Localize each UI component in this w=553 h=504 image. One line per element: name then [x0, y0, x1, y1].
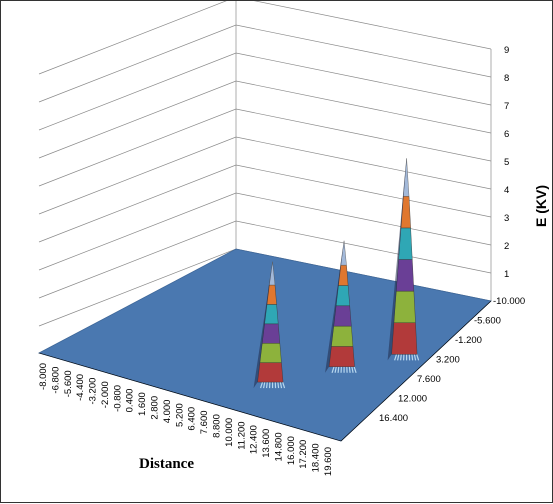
x-tick-label: -8.000	[38, 363, 49, 390]
floor-front-edge	[38, 352, 342, 442]
x-tick-label: -3.200	[88, 378, 99, 405]
z-tick-label: 4	[504, 185, 509, 196]
z-tick-label: 8	[504, 73, 509, 84]
peak-band	[259, 343, 282, 363]
peak-band	[393, 290, 416, 323]
x-tick-label: -2.000	[100, 381, 111, 408]
x-tick-label: 4.000	[162, 400, 173, 424]
peak-shadow	[387, 158, 407, 361]
z-tick-label: 5	[504, 157, 509, 168]
x-tick-label: -6.800	[50, 367, 61, 394]
peak-shadow	[325, 240, 345, 373]
x-tick-label: 16.000	[286, 436, 297, 465]
z-tick-label: 1	[504, 269, 509, 280]
z-tick-label: 9	[504, 45, 509, 56]
x-tick-label: 6.400	[187, 407, 198, 431]
x-tick-label: 13.600	[261, 429, 272, 458]
y-tick-label: 12.000	[398, 394, 427, 405]
x-tick-label: 0.400	[125, 389, 136, 413]
y-tick-label: -10.000	[493, 296, 525, 307]
x-tick-labels: -8.000 -6.800 -5.600 -4.400 -3.200 -2.000 -0.8…	[38, 363, 334, 476]
gridline	[38, 1, 492, 75]
peak-band	[331, 325, 354, 347]
peak-band	[396, 259, 415, 292]
peak-band	[328, 346, 355, 367]
x-tick-label: 2.800	[150, 396, 161, 420]
x-tick-label: 11.200	[236, 421, 247, 449]
y-tick-label: 16.400	[379, 413, 408, 424]
peak-band	[257, 362, 284, 383]
x-tick-label: 19.600	[323, 447, 334, 476]
x-tick-label: 17.200	[298, 440, 309, 469]
x-tick-label: 1.600	[137, 392, 148, 416]
surface-peaks	[253, 158, 420, 389]
z-axis-title: E (KV)	[533, 185, 549, 227]
x-tick-label: 18.400	[311, 443, 322, 472]
peak-band	[261, 323, 281, 344]
x-tick-label: 8.800	[211, 414, 222, 438]
x-tick-label: 12.400	[249, 425, 260, 454]
back-wall	[39, 31, 491, 331]
peak-shadow	[253, 261, 273, 389]
z-tick-label: 2	[504, 241, 509, 252]
x-tick-label: 14.800	[273, 432, 284, 461]
y-tick-labels: -10.000 -5.600 -1.200 3.200 7.600 12.000 16.40…	[379, 296, 525, 424]
y-tick-label: -5.600	[474, 316, 501, 327]
x-tick-label: -0.800	[112, 385, 123, 412]
floor-right-edge	[340, 300, 492, 442]
peak-band	[391, 322, 418, 355]
peak-band	[333, 305, 352, 327]
z-tick-label: 6	[504, 129, 509, 140]
y-tick-label: -1.200	[455, 335, 482, 346]
x-axis-title: Distance	[139, 456, 194, 472]
y-tick-label: 3.200	[436, 355, 460, 366]
x-tick-label: 10.000	[224, 418, 235, 447]
z-tick-labels: 1 2 3 4 5 6 7 8 9	[504, 45, 509, 280]
x-tick-label: -5.600	[63, 370, 74, 397]
x-tick-label: 5.200	[174, 403, 185, 427]
z-tick-label: 7	[504, 101, 509, 112]
x-tick-label: -4.400	[75, 374, 86, 401]
y-tick-label: 7.600	[417, 374, 441, 385]
x-tick-label: 7.600	[199, 410, 210, 434]
z-tick-label: 3	[504, 213, 509, 224]
